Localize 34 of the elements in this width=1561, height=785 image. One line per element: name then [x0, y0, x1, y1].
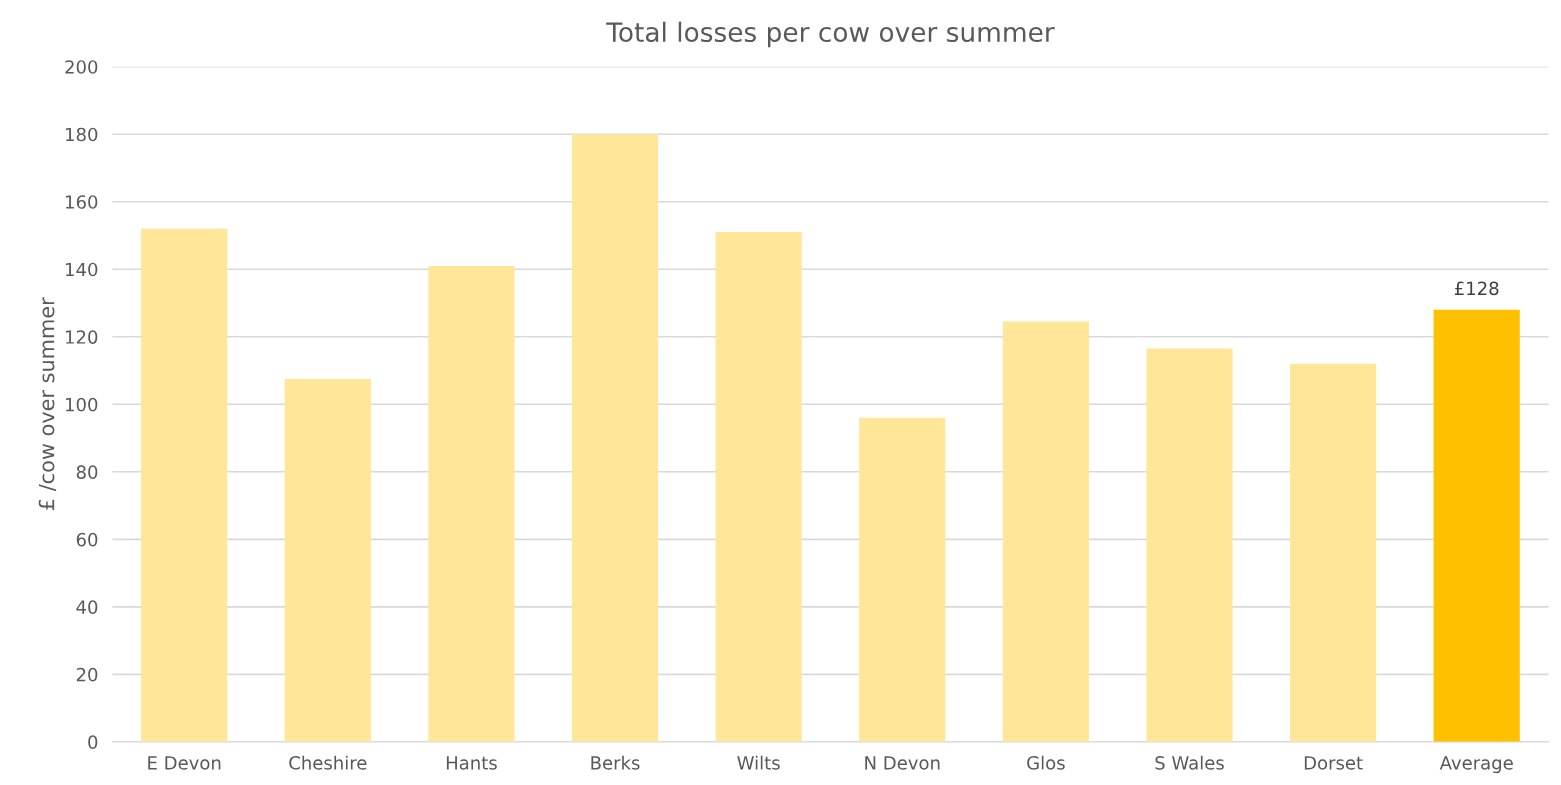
- y-tick-label: 20: [76, 667, 98, 682]
- bar: [284, 378, 371, 742]
- x-tick-label: Wilts: [737, 755, 780, 770]
- y-tick-label: 40: [76, 600, 98, 614]
- bar: [1290, 363, 1377, 742]
- y-axis-title: £ /cow over summer: [38, 297, 57, 510]
- x-tick-label: E Devon: [148, 756, 221, 770]
- x-tick-label: Average: [1439, 756, 1513, 774]
- x-tick-label: Glos: [1027, 755, 1065, 770]
- y-tick-label: 100: [66, 397, 98, 412]
- x-tick-label: Hants: [446, 756, 497, 770]
- x-tick-label: Dorset: [1304, 756, 1363, 770]
- y-tick-label: 0: [88, 735, 98, 749]
- y-tick-label: 160: [66, 195, 98, 209]
- x-tick-label: Berks: [591, 755, 640, 770]
- y-tick-label: 140: [66, 262, 98, 277]
- y-tick-label: 80: [76, 465, 98, 479]
- y-tick-label: 120: [66, 330, 98, 344]
- bar: [1433, 309, 1520, 742]
- bar: [715, 232, 802, 742]
- bar: [1002, 321, 1089, 742]
- x-tick-label: S Wales: [1155, 755, 1224, 770]
- bar: [141, 228, 228, 742]
- bar: [1146, 348, 1233, 742]
- bar: [859, 417, 946, 742]
- bar: [571, 134, 659, 742]
- x-tick-label: N Devon: [865, 756, 940, 770]
- x-tick-label: Cheshire: [289, 755, 367, 770]
- y-tick-label: 60: [76, 532, 98, 547]
- bar: [428, 265, 515, 742]
- y-tick-label: 200: [65, 60, 98, 74]
- data-label: £128: [1454, 281, 1499, 296]
- chart-title: Total losses per cow over summer: [606, 21, 1055, 48]
- y-tick-label: 180: [66, 127, 98, 142]
